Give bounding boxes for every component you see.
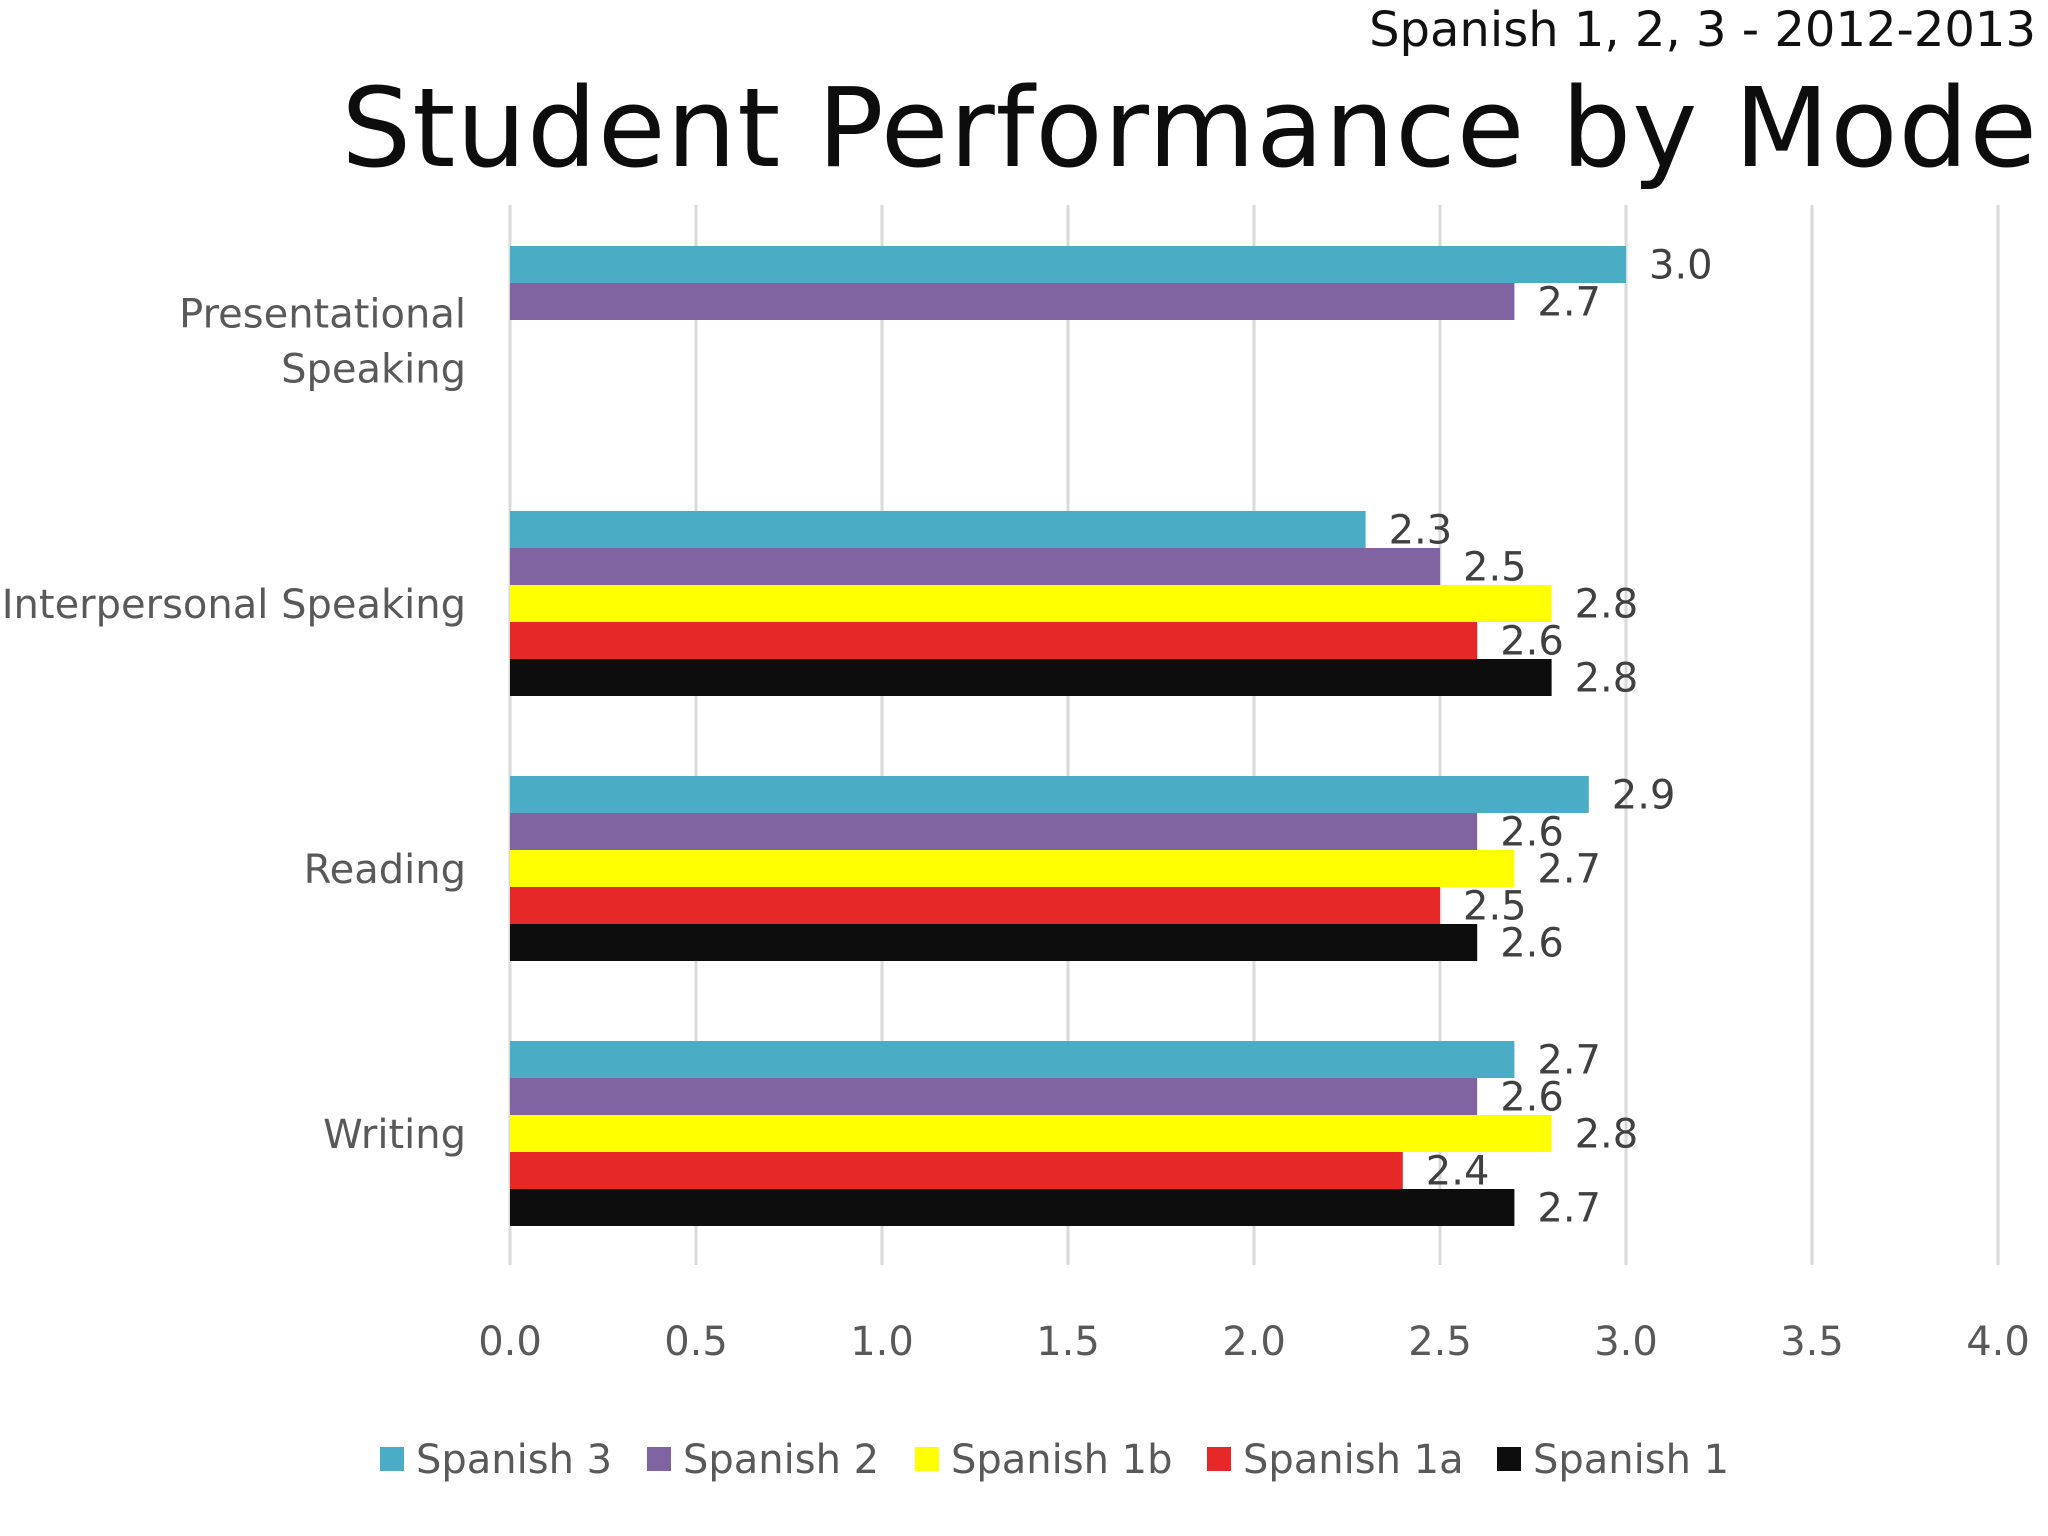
category-label: Interpersonal Speaking xyxy=(2,582,466,628)
bar xyxy=(510,548,1440,585)
bar xyxy=(510,850,1515,887)
legend-swatch xyxy=(915,1447,939,1471)
data-label: 2.4 xyxy=(1426,1149,1490,1195)
bar xyxy=(510,924,1478,961)
bar xyxy=(510,1078,1478,1115)
data-label: 2.6 xyxy=(1500,619,1564,665)
category-label: Reading xyxy=(304,847,466,893)
legend-swatch xyxy=(647,1447,671,1471)
data-label: 2.8 xyxy=(1575,1112,1639,1158)
category-label: Writing xyxy=(323,1112,466,1158)
chart-subtitle: Spanish 1, 2, 3 - 2012-2013 xyxy=(1369,2,2036,58)
category-label: Presentational xyxy=(179,292,466,338)
data-label: 2.6 xyxy=(1500,1075,1564,1121)
bars xyxy=(510,246,1626,1226)
data-label: 2.8 xyxy=(1575,582,1639,628)
data-label: 2.5 xyxy=(1463,545,1527,591)
data-label: 3.0 xyxy=(1649,243,1713,289)
data-labels: 3.02.32.92.72.72.52.62.62.82.72.82.62.52… xyxy=(1389,243,1713,1232)
legend-label: Spanish 2 xyxy=(683,1437,879,1483)
bar xyxy=(510,585,1552,622)
x-tick-label: 1.5 xyxy=(1036,1319,1100,1365)
legend-label: Spanish 1 xyxy=(1533,1437,1729,1483)
data-label: 2.6 xyxy=(1500,810,1564,856)
chart-title: Student Performance by Mode xyxy=(341,64,2038,192)
legend-label: Spanish 3 xyxy=(416,1437,612,1483)
legend: Spanish 3 Spanish 2 Spanish 1b Spanish 1a Sp… xyxy=(380,1437,1729,1483)
x-tick-label: 1.0 xyxy=(850,1319,914,1365)
x-tick-label: 0.0 xyxy=(478,1319,542,1365)
x-tick-label: 4.0 xyxy=(1966,1319,2030,1365)
x-tick-label: 3.5 xyxy=(1780,1319,1844,1365)
x-tick-label: 0.5 xyxy=(664,1319,728,1365)
bar xyxy=(510,813,1478,850)
legend-swatch xyxy=(1497,1447,1521,1471)
data-label: 2.7 xyxy=(1537,280,1601,326)
legend-swatch xyxy=(380,1447,404,1471)
data-label: 2.5 xyxy=(1463,884,1527,930)
bar xyxy=(510,1041,1515,1078)
x-tick-label: 2.5 xyxy=(1408,1319,1472,1365)
bar xyxy=(510,511,1366,548)
data-label: 2.3 xyxy=(1389,508,1453,554)
data-label: 2.7 xyxy=(1537,1186,1601,1232)
x-tick-label: 2.0 xyxy=(1222,1319,1286,1365)
x-tick-labels: 0.0 0.5 1.0 1.5 2.0 2.5 3.0 3.5 4.0 xyxy=(478,1319,2030,1365)
x-tick-label: 3.0 xyxy=(1594,1319,1658,1365)
data-label: 2.8 xyxy=(1575,656,1639,702)
bar xyxy=(510,283,1515,320)
bar xyxy=(510,246,1626,283)
bar xyxy=(510,1152,1403,1189)
data-label: 2.6 xyxy=(1500,921,1564,967)
bar xyxy=(510,1115,1552,1152)
bar xyxy=(510,659,1552,696)
legend-swatch xyxy=(1207,1447,1231,1471)
data-label: 2.7 xyxy=(1537,847,1601,893)
bar xyxy=(510,622,1478,659)
legend-label: Spanish 1a xyxy=(1243,1437,1464,1483)
legend-label: Spanish 1b xyxy=(951,1437,1173,1483)
data-label: 2.9 xyxy=(1612,773,1676,819)
bar xyxy=(510,887,1440,924)
category-labels: Presentational Speaking Interpersonal Spea… xyxy=(2,292,466,1159)
category-label: Speaking xyxy=(281,347,466,393)
bar xyxy=(510,1189,1515,1226)
bar xyxy=(510,776,1589,813)
data-label: 2.7 xyxy=(1537,1038,1601,1084)
